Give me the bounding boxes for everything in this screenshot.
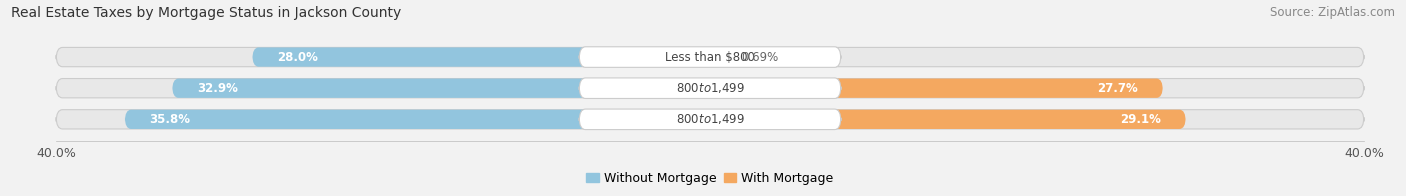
Text: Real Estate Taxes by Mortgage Status in Jackson County: Real Estate Taxes by Mortgage Status in … <box>11 6 402 20</box>
FancyBboxPatch shape <box>579 78 841 98</box>
Text: $800 to $1,499: $800 to $1,499 <box>675 81 745 95</box>
Legend: Without Mortgage, With Mortgage: Without Mortgage, With Mortgage <box>581 167 839 190</box>
FancyBboxPatch shape <box>56 79 1364 98</box>
FancyBboxPatch shape <box>710 79 1163 98</box>
FancyBboxPatch shape <box>173 79 710 98</box>
FancyBboxPatch shape <box>710 47 721 67</box>
FancyBboxPatch shape <box>579 47 841 67</box>
Text: Source: ZipAtlas.com: Source: ZipAtlas.com <box>1270 6 1395 19</box>
FancyBboxPatch shape <box>56 47 1364 67</box>
FancyBboxPatch shape <box>579 109 841 130</box>
FancyBboxPatch shape <box>56 110 1364 129</box>
FancyBboxPatch shape <box>252 47 710 67</box>
FancyBboxPatch shape <box>125 110 710 129</box>
Text: 28.0%: 28.0% <box>277 51 318 64</box>
Text: Less than $800: Less than $800 <box>665 51 755 64</box>
Text: 27.7%: 27.7% <box>1098 82 1139 95</box>
Text: $800 to $1,499: $800 to $1,499 <box>675 112 745 126</box>
FancyBboxPatch shape <box>710 110 1185 129</box>
Text: 29.1%: 29.1% <box>1121 113 1161 126</box>
Text: 32.9%: 32.9% <box>197 82 238 95</box>
Text: 0.69%: 0.69% <box>741 51 778 64</box>
Text: 35.8%: 35.8% <box>149 113 190 126</box>
